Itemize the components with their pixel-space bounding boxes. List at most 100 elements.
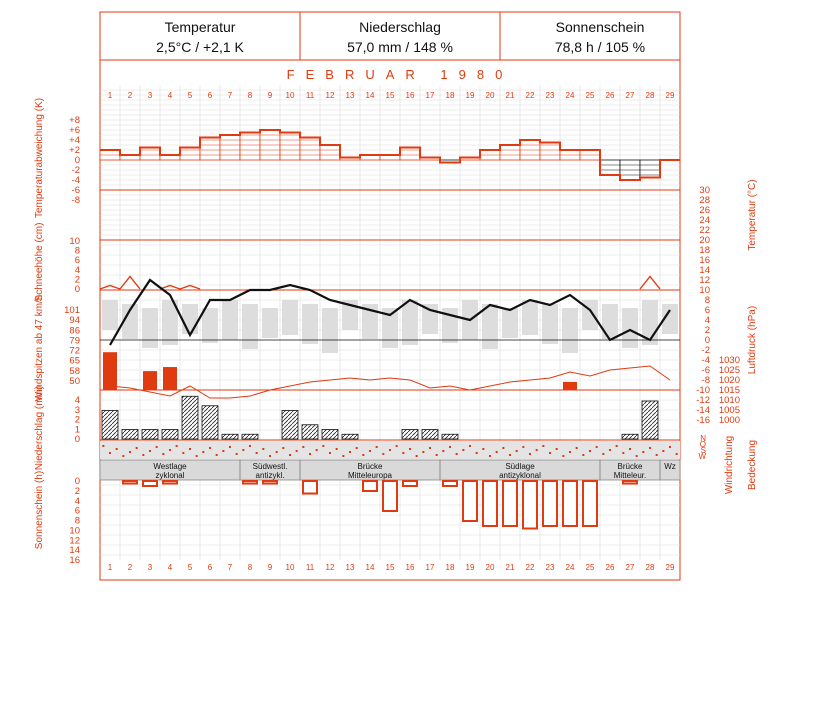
day-label: 2 <box>128 91 133 100</box>
wind-direction-dot <box>509 454 511 456</box>
day-label: 11 <box>306 563 315 572</box>
wind-direction-dot <box>415 455 418 457</box>
day-label: 29 <box>666 563 675 572</box>
precip-tick: 0 <box>75 434 80 445</box>
day-label: 15 <box>386 563 395 572</box>
pressure-tick: 1015 <box>719 385 740 396</box>
wind-direction-dot <box>289 454 291 456</box>
wind-direction-dot <box>595 446 598 448</box>
wind-direction-dot <box>562 455 565 457</box>
anomaly-outline <box>100 129 680 181</box>
weather-type-line2: Mitteleuropa <box>348 471 393 480</box>
wind-direction-dot <box>462 449 465 451</box>
sunshine-value: 78,8 h / 105 % <box>555 39 645 55</box>
day-labels-top: 1 2 3 4 5 6 7 8 9 10 11 12 13 14 15 16 17 18 19 20 21 22 23 24 2… <box>108 91 675 100</box>
wind-direction-dot <box>549 452 551 454</box>
weather-type-line1: Westlage <box>153 462 187 471</box>
precipitation-bar <box>441 433 459 440</box>
precip-tick: 4 <box>75 395 80 406</box>
sunshine-tick: 6 <box>75 506 80 517</box>
precipitation-bar <box>401 429 419 440</box>
anomaly-bar <box>179 147 201 161</box>
wind-direction-dot <box>409 448 411 450</box>
precipitation-title: Niederschlag <box>359 19 441 35</box>
wind-direction-tick: O <box>700 440 706 449</box>
wind-direction-dot <box>215 454 218 456</box>
gust-background-bar <box>322 308 338 353</box>
gust-background-bar <box>222 300 238 340</box>
wind-direction-dot <box>142 454 145 456</box>
precip-axis-label: Niederschlag (mm) <box>34 386 45 470</box>
wind-direction-dot <box>342 455 345 457</box>
wind-direction-dot <box>522 446 525 448</box>
day-label: 6 <box>208 91 213 100</box>
temperature-tick: 0 <box>705 335 710 346</box>
wind-tick: 58 <box>69 366 80 377</box>
wind-direction-dot <box>669 446 671 448</box>
day-label: 18 <box>446 563 455 572</box>
wind-direction-dot <box>515 450 518 452</box>
temperature-tick: 28 <box>699 195 710 206</box>
day-label: 15 <box>386 91 395 100</box>
day-label: 17 <box>426 563 435 572</box>
wind-tick: 101 <box>64 305 80 316</box>
gust-background-bar <box>602 304 618 339</box>
anomaly-bar <box>219 134 241 161</box>
snow-tick: 6 <box>75 255 80 266</box>
sunshine-bar <box>242 480 258 485</box>
wind-direction-dot <box>155 446 158 448</box>
wind-direction-dot <box>575 447 578 449</box>
sunshine-bar <box>142 480 158 487</box>
day-label: 8 <box>248 563 253 572</box>
gust-background-bar <box>482 304 498 349</box>
day-label: 21 <box>506 563 515 572</box>
temperature-tick: 10 <box>699 285 710 296</box>
sunshine-bar <box>402 480 418 487</box>
wind-direction-dot <box>615 445 618 447</box>
gust-background-bar <box>302 304 318 344</box>
wind-direction-dots <box>102 445 678 457</box>
sunshine-tick: 4 <box>75 496 80 507</box>
day-label: 23 <box>546 91 555 100</box>
weather-type-line1: Brücke <box>358 462 383 471</box>
wind-direction-dot <box>135 447 138 449</box>
wind-direction-dot <box>502 447 505 449</box>
snow-tick: 2 <box>75 274 80 285</box>
sunshine-bar <box>522 480 538 530</box>
weather-type-line1: Brücke <box>618 462 643 471</box>
wind-direction-dot <box>622 452 625 454</box>
anomaly-tick: -4 <box>72 175 80 186</box>
wind-direction-dot <box>589 450 591 452</box>
gust-background-bar <box>182 304 198 334</box>
wind-gust-bar <box>163 367 177 390</box>
sunshine-bar <box>162 480 178 485</box>
sunshine-tick: 16 <box>69 555 80 566</box>
wind-direction-dot <box>642 451 645 453</box>
temperature-line <box>109 278 671 346</box>
day-label: 25 <box>586 91 595 100</box>
day-label: 13 <box>346 563 355 572</box>
day-label: 12 <box>326 91 335 100</box>
sunshine-bar <box>442 480 458 487</box>
temperature-tick: 26 <box>699 205 710 216</box>
sunshine-bar <box>582 480 598 527</box>
pressure-tick: 1020 <box>719 375 740 386</box>
wind-direction-dot <box>295 450 298 452</box>
anomaly-tick: -2 <box>72 165 80 176</box>
pressure-axis-label: Luftdruck (hPa) <box>747 306 758 374</box>
wind-tick: 79 <box>69 335 80 346</box>
temperature-tick: -6 <box>702 365 710 376</box>
wind-direction-dot <box>195 455 198 457</box>
wind-direction-dot <box>582 454 585 456</box>
wind-direction-dot <box>482 448 485 450</box>
wind-axis-label: Windspitzen ab 47 km/h <box>34 295 45 402</box>
precipitation-bar <box>201 405 219 440</box>
gust-background-bar <box>662 304 678 334</box>
gust-background-bar <box>102 300 118 330</box>
day-label: 28 <box>646 91 655 100</box>
wind-direction-dot <box>129 451 131 453</box>
wind-direction-dot <box>275 451 278 453</box>
precip-tick: 1 <box>75 424 80 435</box>
sunshine-bar <box>622 480 638 485</box>
